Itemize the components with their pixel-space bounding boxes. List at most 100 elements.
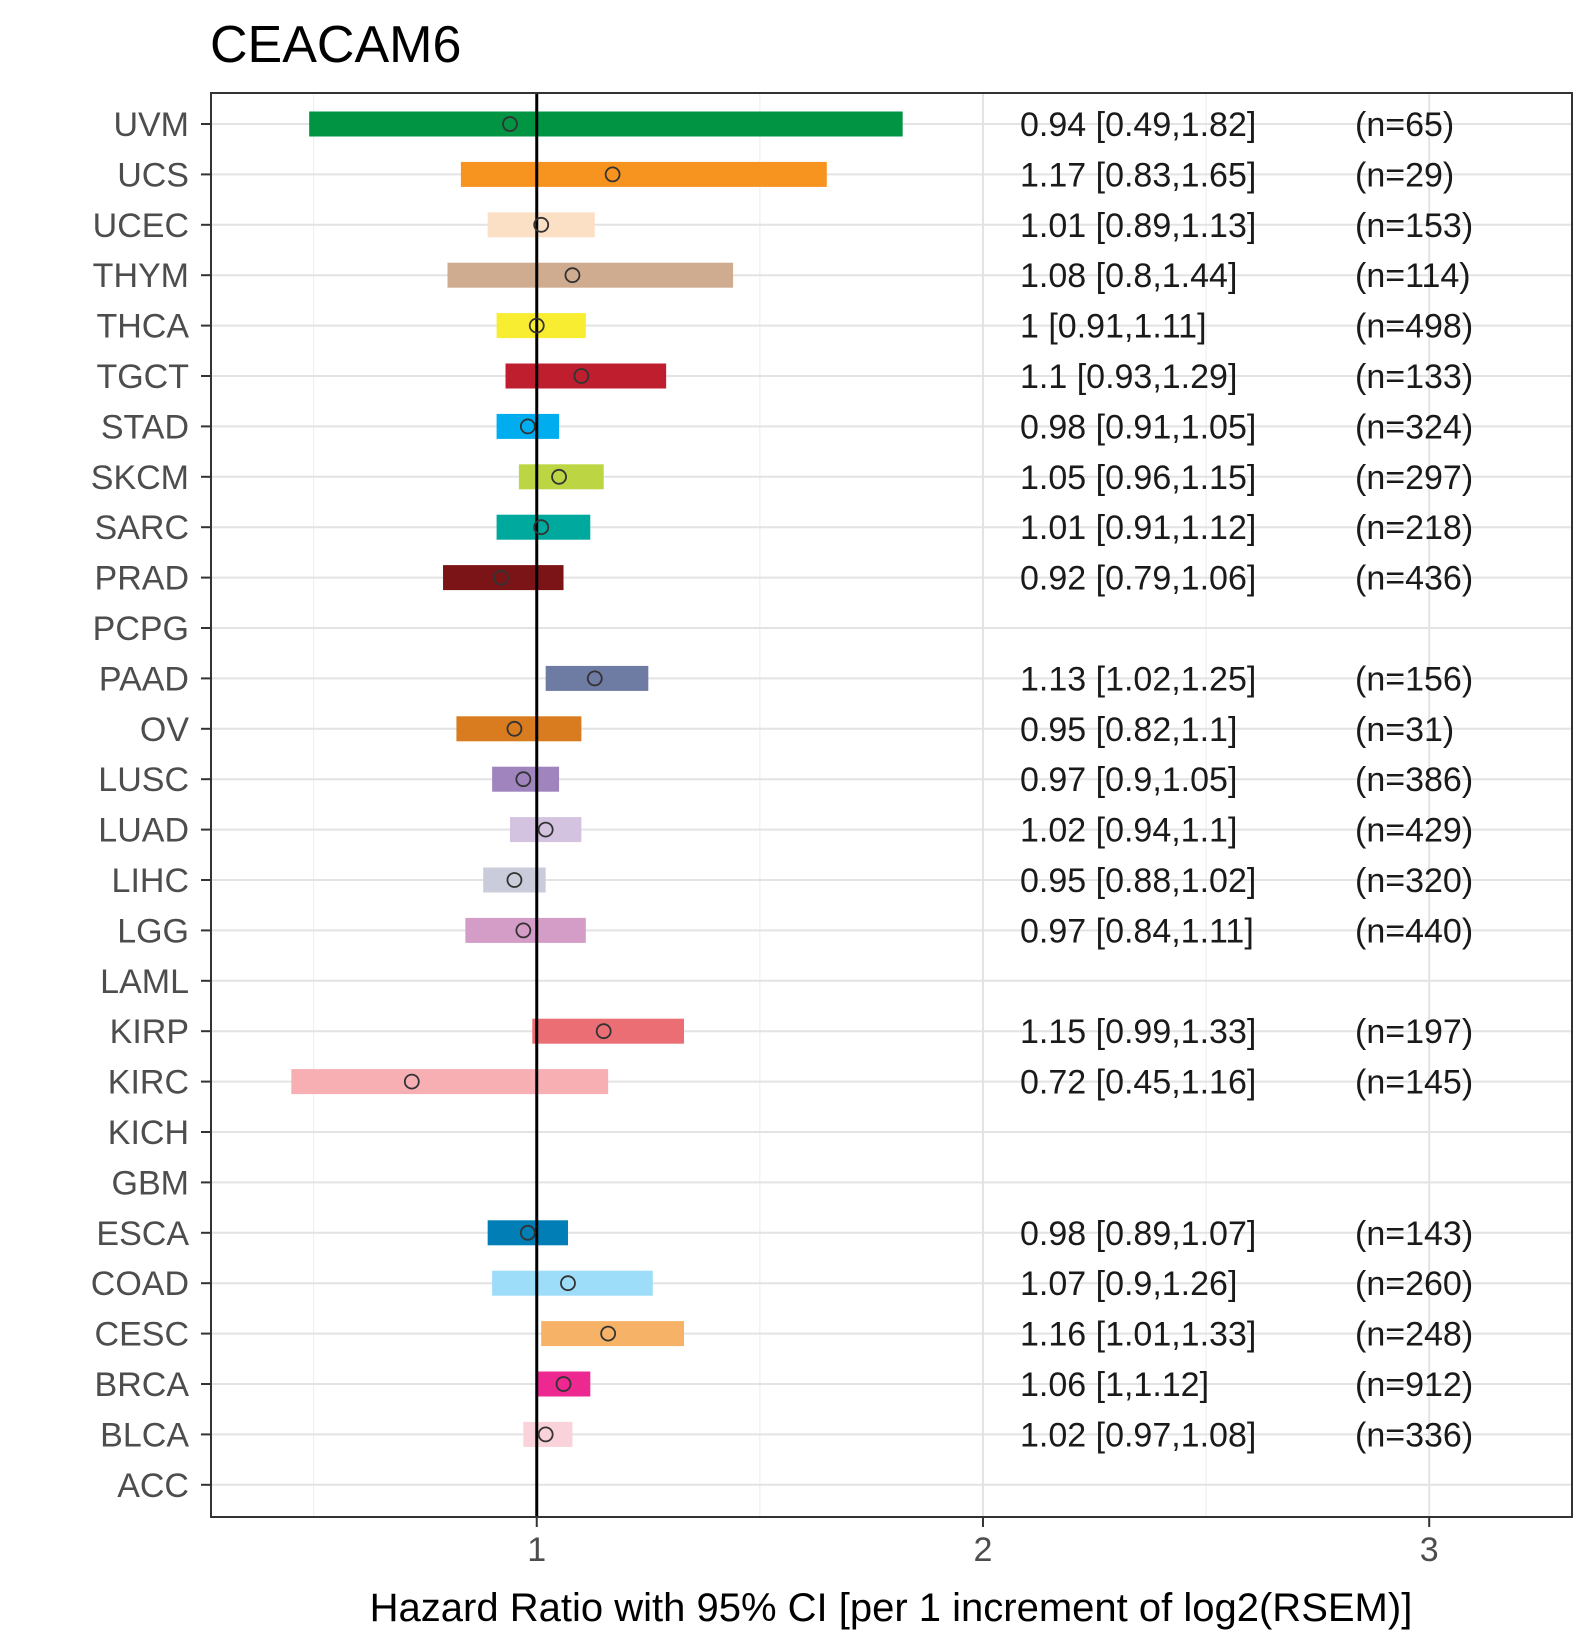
y-tick-label: GBM (112, 1164, 189, 1202)
y-tick-label: BRCA (95, 1366, 190, 1404)
y-tick-label: UVM (113, 106, 189, 144)
hr-ci-text: 0.98 [0.89,1.07] (1020, 1215, 1256, 1253)
sample-size-text: (n=143) (1355, 1215, 1473, 1253)
hr-point-ucs (604, 166, 621, 183)
y-tick-label: LUSC (98, 761, 189, 799)
y-tick-label: THCA (96, 308, 189, 346)
sample-size-text: (n=218) (1355, 509, 1473, 547)
hr-ci-text: 1.02 [0.97,1.08] (1020, 1416, 1256, 1454)
ci-bar-skcm (518, 464, 604, 490)
hr-ci-text: 0.97 [0.9,1.05] (1020, 761, 1237, 799)
hr-point-stad (519, 418, 536, 435)
hr-point-thym (564, 267, 581, 284)
ci-bar-paad (545, 665, 649, 691)
hr-ci-text: 1.1 [0.93,1.29] (1020, 358, 1237, 396)
y-tick-label: PCPG (93, 610, 189, 648)
sample-size-text: (n=320) (1355, 862, 1473, 900)
hr-point-uvm (502, 116, 518, 132)
ci-bar-luad (509, 817, 582, 843)
ci-bar-kirp (532, 1018, 685, 1044)
y-axis: UVM UCS UCEC THYM THCA TGCT STAD SKCM SARC PRAD PC… (91, 106, 211, 1505)
hr-ci-text: 1.05 [0.96,1.15] (1020, 459, 1256, 497)
hr-ci-text: 1.16 [1.01,1.33] (1020, 1316, 1256, 1354)
ci-bar-brca (536, 1371, 591, 1397)
y-tick-label: KIRP (110, 1013, 189, 1051)
hr-point-cesc (600, 1325, 617, 1342)
sample-size-text: (n=260) (1355, 1265, 1473, 1303)
hr-point-skcm (551, 468, 567, 485)
y-tick-label: ACC (117, 1467, 189, 1505)
hr-point-lgg (515, 922, 532, 939)
hr-ci-text: 1 [0.91,1.11] (1020, 308, 1207, 346)
ci-bar-uvm (309, 111, 903, 137)
chart-title: CEACAM6 (210, 16, 461, 74)
hr-ci-text: 0.92 [0.79,1.06] (1020, 560, 1256, 598)
sample-size-text: (n=429) (1355, 812, 1473, 850)
sample-size-text: (n=912) (1355, 1366, 1473, 1404)
sample-size-text: (n=248) (1355, 1316, 1473, 1354)
hr-points (403, 116, 621, 1443)
hr-ci-text: 0.97 [0.84,1.11] (1020, 912, 1254, 950)
ci-bar-sarc (496, 514, 591, 540)
hr-ci-text: 0.95 [0.88,1.02] (1020, 862, 1256, 900)
sample-size-text: (n=133) (1355, 358, 1473, 396)
hr-point-luad (537, 821, 554, 838)
ci-bar-thym (447, 262, 734, 288)
ci-bar-stad (496, 413, 560, 439)
ci-bars (291, 111, 903, 1447)
hr-ci-text: 0.95 [0.82,1.1] (1020, 711, 1237, 749)
sample-size-text: (n=145) (1355, 1064, 1473, 1102)
sample-size-text: (n=31) (1355, 711, 1454, 749)
hr-ci-text: 1.07 [0.9,1.26] (1020, 1265, 1237, 1303)
hr-point-paad (586, 670, 603, 687)
hr-point-ucec (533, 216, 550, 233)
hr-ci-text: 0.72 [0.45,1.16] (1020, 1064, 1256, 1102)
y-tick-label: BLCA (100, 1416, 189, 1454)
hr-point-lihc (506, 872, 523, 888)
y-tick-label: ESCA (96, 1215, 189, 1253)
y-tick-label: COAD (91, 1265, 189, 1303)
y-tick-label: LAML (100, 963, 189, 1001)
hr-point-kirp (595, 1023, 612, 1040)
y-tick-label: PAAD (99, 660, 189, 698)
y-tick-label: OV (140, 711, 189, 749)
hr-ci-text: 0.94 [0.49,1.82] (1020, 106, 1256, 144)
y-tick-label: LIHC (112, 862, 189, 900)
sample-size-text: (n=114) (1355, 257, 1471, 295)
y-tick-label: SARC (95, 509, 189, 547)
sample-size-text: (n=156) (1355, 660, 1473, 698)
sample-size-text: (n=324) (1355, 408, 1473, 446)
hr-point-coad (560, 1275, 576, 1292)
y-tick-label: PRAD (95, 560, 189, 598)
hr-point-blca (537, 1426, 554, 1443)
x-tick-label: 1 (527, 1531, 546, 1569)
ci-bar-lusc (492, 766, 560, 792)
hr-point-ov (506, 720, 523, 737)
sample-size-text: (n=440) (1355, 912, 1473, 950)
x-axis: 1 2 3 (527, 1517, 1439, 1569)
ci-bar-ucec (487, 212, 595, 238)
hr-ci-text: 1.15 [0.99,1.33] (1020, 1013, 1256, 1051)
x-axis-label: Hazard Ratio with 95% CI [per 1 incremen… (370, 1586, 1413, 1630)
sample-size-text: (n=153) (1355, 207, 1473, 245)
y-tick-label: THYM (93, 257, 189, 295)
hr-ci-text: 1.02 [0.94,1.1] (1020, 812, 1237, 850)
ci-bar-ucs (460, 161, 827, 187)
ci-bar-coad (492, 1270, 653, 1296)
ci-bar-thca (496, 313, 586, 339)
sample-size-text: (n=297) (1355, 459, 1473, 497)
sample-size-text: (n=436) (1355, 560, 1473, 598)
y-tick-label: LGG (117, 912, 189, 950)
sample-size-text: (n=197) (1355, 1013, 1473, 1051)
y-tick-label: UCEC (93, 207, 189, 245)
x-tick-label: 3 (1420, 1531, 1439, 1569)
hr-ci-text: 1.17 [0.83,1.65] (1020, 156, 1256, 194)
ci-bar-esca (487, 1220, 568, 1246)
ci-bar-tgct (505, 363, 667, 389)
hr-point-kirc (403, 1073, 420, 1090)
plot-panel (211, 93, 1572, 1517)
ci-bar-kirc (291, 1069, 609, 1095)
y-tick-label: SKCM (91, 459, 189, 497)
y-tick-label: TGCT (96, 358, 189, 396)
